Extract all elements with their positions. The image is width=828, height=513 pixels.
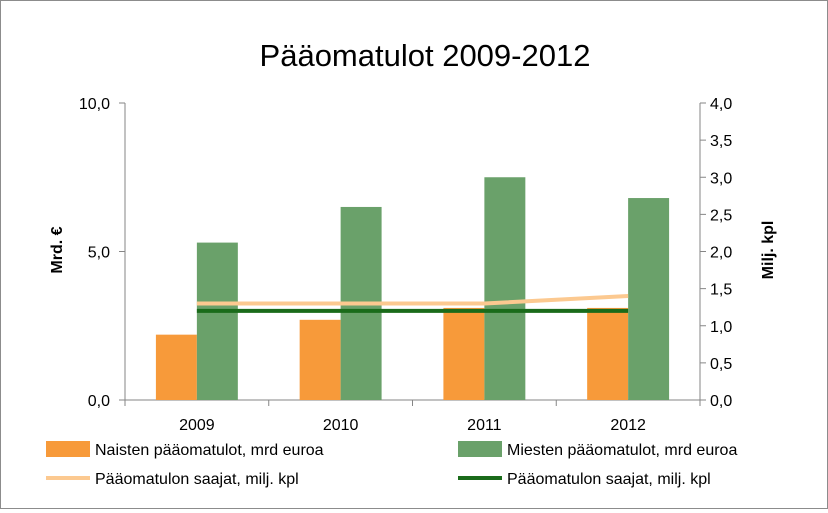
legend-saajat-light-label: Pääomatulon saajat, milj. kpl — [95, 471, 299, 488]
legend: Naisten pääomatulot, mrd euroa Miesten pä… — [46, 441, 737, 488]
right-tick-label: 3,0 — [710, 170, 732, 187]
x-tick-label: 2010 — [323, 417, 359, 434]
left-axis-label: Mrd. € — [49, 226, 66, 273]
right-tick-label: 0,0 — [710, 393, 732, 410]
bar-naisten — [155, 334, 197, 400]
legend-naisten-label: Naisten pääomatulot, mrd euroa — [95, 442, 324, 459]
right-tick-label: 1,0 — [710, 319, 732, 336]
right-tick-label: 0,5 — [710, 356, 732, 373]
left-tick-label: 10,0 — [79, 96, 110, 113]
bar-miesten — [196, 242, 238, 400]
left-tick-label: 0,0 — [88, 393, 110, 410]
bar-naisten — [443, 307, 485, 400]
x-tick-label: 2011 — [467, 417, 502, 434]
bar-naisten — [299, 319, 341, 400]
legend-saajat-dark-label: Pääomatulon saajat, milj. kpl — [507, 471, 711, 488]
x-tick-label: 2012 — [610, 417, 646, 434]
bar-miesten — [628, 198, 670, 400]
right-axis-label: Milj. kpl — [760, 221, 777, 280]
right-tick-label: 4,0 — [710, 96, 732, 113]
right-tick-label: 2,5 — [710, 207, 732, 224]
left-tick-label: 5,0 — [88, 245, 110, 262]
legend-naisten-swatch — [46, 441, 90, 457]
right-tick-label: 1,5 — [710, 282, 732, 299]
x-tick-label: 2009 — [179, 417, 215, 434]
right-tick-label: 3,5 — [710, 133, 732, 150]
plot-area: 0,0 5,0 10,0 0,0 0,5 1,0 1,5 2,0 2,5 3,0 3,5 4,0 200… — [79, 96, 732, 434]
chart-title: Pääomatulot 2009-2012 — [260, 38, 591, 73]
legend-miesten-swatch — [458, 441, 502, 457]
legend-miesten-label: Miesten pääomatulot, mrd euroa — [507, 442, 737, 459]
bar-miesten — [484, 177, 526, 400]
right-tick-label: 2,0 — [710, 245, 732, 262]
bar-naisten — [587, 307, 629, 400]
line-saajat-light — [196, 294, 629, 306]
